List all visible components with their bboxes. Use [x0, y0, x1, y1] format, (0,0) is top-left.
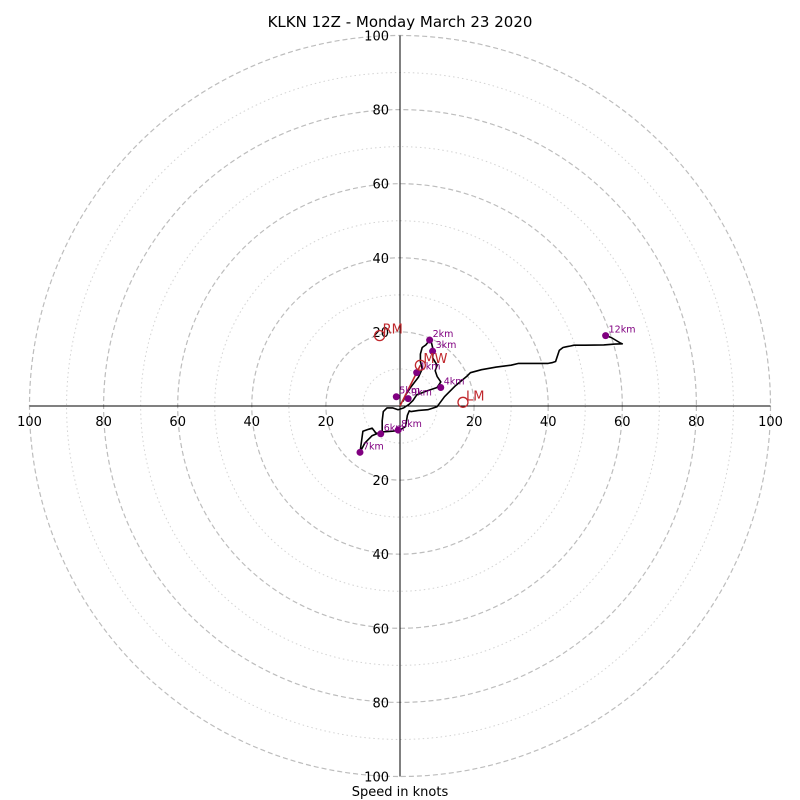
height-point-9km [404, 395, 412, 403]
height-point-1km [413, 369, 421, 377]
height-point-4km [437, 383, 445, 391]
storm-motion-markers: RM MW LM [373, 323, 484, 408]
tick-label-east: 40 [540, 415, 557, 430]
height-point-5km [392, 393, 400, 401]
tick-label-east: 20 [466, 415, 483, 430]
tick-label-south: 60 [372, 622, 389, 637]
tick-label-west: 60 [169, 415, 186, 430]
height-label-8km: 8km [401, 419, 422, 430]
axis-tick-labels: 2020202040404040606060608080808010010010… [17, 30, 783, 786]
storm-motion-RM-label: RM [383, 323, 403, 338]
height-label-7km: 7km [363, 441, 384, 452]
storm-motion-MW-marker [414, 359, 427, 371]
height-point-8km [394, 426, 402, 434]
height-point-3km [429, 347, 437, 355]
tick-label-west: 40 [244, 415, 261, 430]
height-label-5km: 5km [399, 386, 420, 397]
storm-motion-LM-marker [457, 396, 469, 408]
storm-motion-MW-label: MW [423, 352, 447, 367]
height-label-1km: 1km [420, 362, 441, 373]
height-point-12km [602, 332, 610, 340]
height-label-6km: 6km [384, 423, 405, 434]
tick-label-north: 40 [372, 252, 389, 267]
tick-label-south: 20 [372, 474, 389, 489]
tick-label-east: 60 [614, 415, 631, 430]
height-point-6km [377, 430, 385, 438]
tick-label-east: 80 [688, 415, 705, 430]
height-label-4km: 4km [444, 376, 465, 387]
tick-label-south: 40 [372, 548, 389, 563]
tick-label-north: 60 [372, 178, 389, 193]
hodograph-line [359, 334, 624, 454]
tick-label-east: 100 [758, 415, 783, 430]
chart-title: KLKN 12Z - Monday March 23 2020 [268, 13, 533, 31]
tick-label-north: 80 [372, 104, 389, 119]
tick-label-south: 100 [364, 771, 389, 786]
tick-label-west: 20 [318, 415, 335, 430]
storm-motion-RM-marker [373, 329, 386, 342]
tick-label-south: 80 [372, 696, 389, 711]
height-point-7km [356, 448, 364, 456]
tick-label-north: 100 [364, 30, 389, 45]
height-label-12km: 12km [609, 325, 636, 336]
tick-label-west: 100 [17, 415, 42, 430]
height-label-9km: 9km [411, 388, 432, 399]
height-point-2km [426, 336, 434, 344]
tick-label-west: 80 [95, 415, 112, 430]
storm-motion-LM-label: LM [466, 389, 484, 404]
height-label-2km: 2km [433, 329, 454, 340]
height-label-3km: 3km [436, 340, 457, 351]
x-axis-label: Speed in knots [352, 785, 449, 800]
